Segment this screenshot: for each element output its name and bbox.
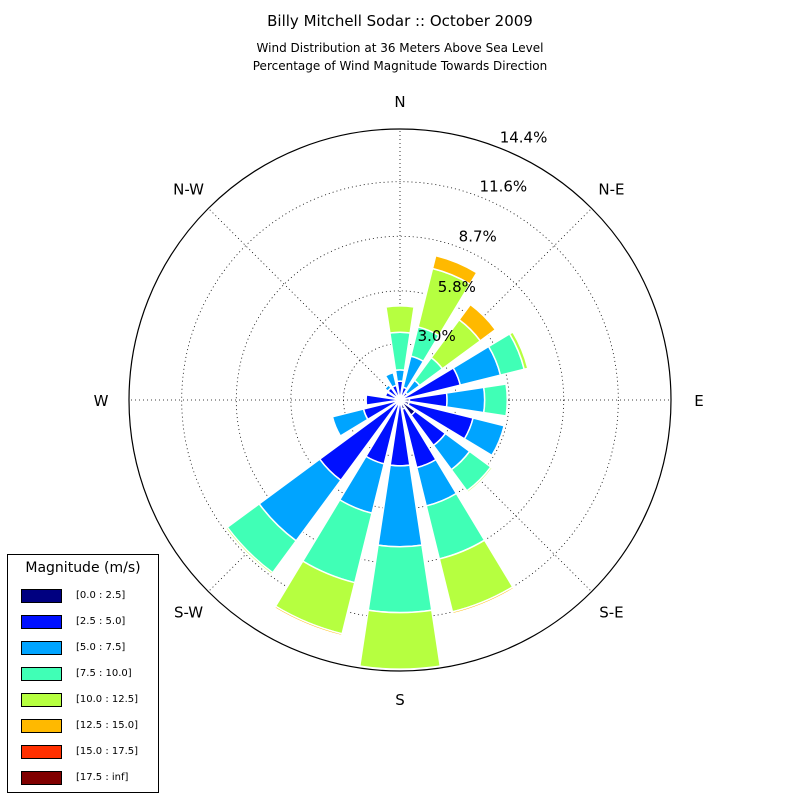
wind-bar-segment [463, 417, 506, 457]
legend-item: [17.5 : inf] [21, 771, 156, 787]
legend-label: [5.0 : 7.5] [76, 642, 126, 653]
legend-swatch [21, 719, 62, 733]
radial-gridline [208, 208, 401, 401]
legend-label: [7.5 : 10.0] [76, 668, 132, 679]
wind-bar-segment [358, 609, 442, 670]
wind-bar-segment [458, 303, 497, 342]
wind-bar-segment [445, 386, 486, 414]
wind-bar-segment [482, 383, 509, 417]
legend-item: [12.5 : 15.0] [21, 719, 156, 735]
direction-label: S [395, 691, 405, 709]
wind-bar-segment [384, 391, 398, 401]
direction-label: N-W [173, 181, 204, 199]
wind-bar-segment [389, 331, 411, 372]
legend-item: [2.5 : 5.0] [21, 615, 156, 631]
legend-label: [12.5 : 15.0] [76, 720, 139, 731]
circular-gridline [290, 290, 510, 510]
radial-tick-label: 14.4% [500, 129, 548, 147]
legend-swatch [21, 667, 62, 681]
legend-swatch [21, 745, 62, 759]
legend-item: [10.0 : 12.5] [21, 693, 156, 709]
legend-swatch [21, 771, 62, 785]
wind-bar-segment [224, 526, 274, 576]
legend-item: [15.0 : 17.5] [21, 745, 156, 761]
legend-label: [10.0 : 12.5] [76, 694, 139, 705]
chart-title: Billy Mitchell Sodar :: October 2009 [267, 12, 533, 30]
legend-swatch [21, 693, 62, 707]
legend-label: [0.0 : 2.5] [76, 590, 126, 601]
wind-bar-segment [365, 394, 398, 406]
wind-bar-segment [383, 383, 393, 393]
direction-label: E [694, 392, 703, 410]
wind-bar-segment [331, 408, 369, 437]
legend-swatch [21, 615, 62, 629]
circular-gridline [181, 181, 619, 619]
legend-item: [5.0 : 7.5] [21, 641, 156, 657]
legend-item: [7.5 : 10.0] [21, 667, 156, 683]
polar-frame [128, 128, 672, 672]
chart-subtitle-line1: Wind Distribution at 36 Meters Above Sea… [256, 41, 544, 55]
direction-label: N [394, 93, 405, 111]
wind-bar-segment [465, 465, 494, 494]
wind-bar-segment [377, 464, 423, 548]
wind-bar-segment [431, 254, 478, 286]
chart-subtitle-line2: Percentage of Wind Magnitude Towards Dir… [252, 59, 548, 73]
wind-bar-segment [394, 369, 406, 383]
direction-label: W [94, 392, 109, 410]
radial-tick-label: 5.8% [438, 278, 476, 296]
direction-label: N-E [598, 181, 624, 199]
legend: Magnitude (m/s) [0.0 : 2.5] [2.5 : 5.0] … [7, 554, 159, 793]
legend-label: [15.0 : 17.5] [76, 746, 139, 757]
radial-tick-label: 3.0% [418, 327, 456, 345]
direction-label: S-W [174, 603, 203, 621]
radial-tick-label: 11.6% [480, 177, 528, 195]
wind-bar-segment [273, 605, 344, 637]
wind-bar-segment [508, 330, 529, 371]
legend-item: [0.0 : 2.5] [21, 589, 156, 605]
direction-label: S-E [599, 603, 623, 621]
circular-gridline [235, 235, 565, 565]
legend-title: Magnitude (m/s) [25, 560, 141, 576]
legend-swatch [21, 589, 62, 603]
wind-bar-segment [451, 585, 515, 615]
legend-swatch [21, 641, 62, 655]
legend-label: [2.5 : 5.0] [76, 616, 126, 627]
wind-bar-segment [385, 305, 415, 334]
radial-tick-label: 8.7% [459, 228, 497, 246]
wind-bar-segment [367, 544, 433, 614]
wind-bar-segment [384, 371, 398, 389]
legend-label: [17.5 : inf] [76, 772, 129, 783]
